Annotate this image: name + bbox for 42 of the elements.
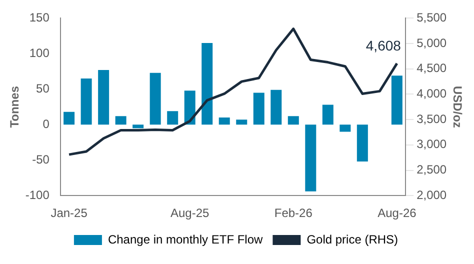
bar <box>391 76 402 125</box>
bar <box>356 124 368 162</box>
y2-tick-label: 2,500 <box>416 162 447 177</box>
legend-label: Change in monthly ETF Flow <box>108 232 264 246</box>
y-tick-label: -50 <box>32 152 50 166</box>
y-tick-label: 0 <box>42 116 50 131</box>
y-tick-label: 150 <box>29 10 50 25</box>
bar <box>184 90 196 125</box>
bar <box>340 124 351 132</box>
y2-tick-label: 3,500 <box>416 112 447 126</box>
bar <box>64 112 75 125</box>
x-tick-label: Jan-25 <box>50 206 88 220</box>
y2-tick-label: 4,000 <box>416 86 447 101</box>
bar <box>218 118 230 125</box>
x-tick-label: Feb-26 <box>274 206 313 220</box>
bar <box>80 78 92 125</box>
y-axis-title: Tonnes <box>8 86 22 128</box>
bar <box>167 111 178 125</box>
y2-tick-label: 3,000 <box>416 137 447 152</box>
y2-tick-label: 4,500 <box>416 61 447 76</box>
bar <box>236 120 248 125</box>
y-tick-label: -100 <box>25 188 50 202</box>
bar <box>270 90 282 125</box>
bar <box>305 124 316 192</box>
x-tick-label: Aug-26 <box>378 206 417 220</box>
y2-axis-title: USD/oz <box>450 86 464 128</box>
annotation: 4,608 <box>366 37 402 54</box>
y-tick-label: 50 <box>36 81 50 96</box>
y2-tick-label: 2,000 <box>416 188 447 202</box>
bar <box>322 104 334 125</box>
bar <box>98 70 110 125</box>
bar <box>115 116 126 125</box>
y2-tick-label: 5,500 <box>416 10 447 25</box>
bar <box>202 43 213 125</box>
y2-tick-label: 5,000 <box>416 36 447 50</box>
bar <box>253 92 264 125</box>
bar <box>132 124 144 128</box>
bar <box>288 116 299 125</box>
legend-label: Gold price (RHS) <box>306 232 398 246</box>
x-tick-label: Aug-25 <box>170 206 210 220</box>
y-tick-label: 100 <box>29 46 50 60</box>
bar <box>150 72 161 125</box>
